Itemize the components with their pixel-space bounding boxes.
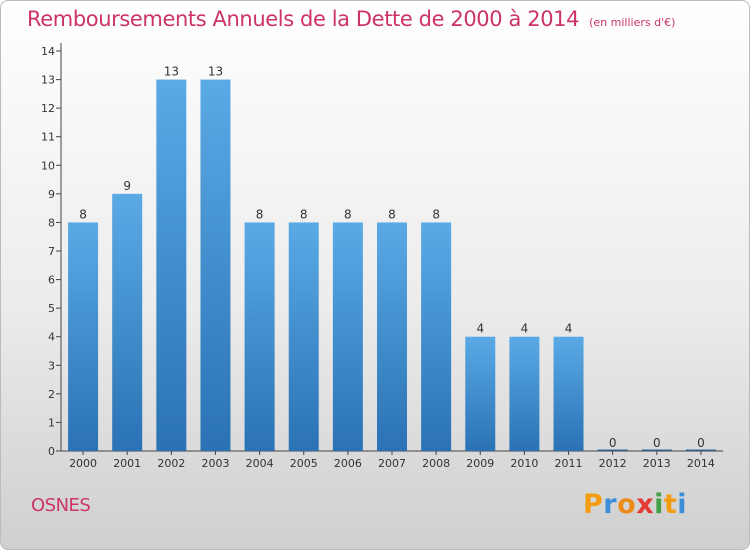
bar [68,222,99,451]
data-label: 4 [476,322,484,336]
data-label: 9 [123,179,131,193]
data-label: 13 [164,65,179,79]
x-tick-label: 2009 [466,457,494,470]
x-tick-label: 2000 [69,457,97,470]
y-tick-label: 7 [48,245,55,258]
x-tick-label: 2001 [113,457,141,470]
bar [156,79,187,452]
y-tick-label: 5 [48,302,55,315]
data-label: 8 [256,207,264,221]
bar [509,336,540,451]
data-label: 4 [521,322,529,336]
data-label: 8 [388,207,396,221]
y-tick-label: 3 [48,359,55,372]
x-tick-label: 2005 [290,457,318,470]
y-tick-label: 12 [41,102,55,115]
bar [200,79,231,452]
y-tick-label: 4 [48,331,55,344]
x-tick-label: 2003 [201,457,229,470]
y-tick-label: 1 [48,416,55,429]
data-label: 8 [344,207,352,221]
x-tick-label: 2007 [378,457,406,470]
data-label: 4 [565,322,573,336]
data-label: 13 [208,65,223,79]
y-tick-label: 9 [48,188,55,201]
data-label: 8 [300,207,308,221]
x-tick-label: 2010 [510,457,538,470]
bar [332,222,363,451]
bar [553,336,584,451]
bar [421,222,452,451]
y-tick-label: 11 [41,131,55,144]
bar [244,222,275,451]
bar [377,222,407,451]
chart-title-text: Remboursements Annuels de la Dette de 20… [27,7,580,31]
x-tick-label: 2014 [687,457,715,470]
bar [465,336,496,451]
x-tick-label: 2006 [334,457,362,470]
data-label: 8 [79,207,87,221]
chart-marks: 0123456789101112131482000920011320021320… [41,43,723,470]
chart-subtitle: (en milliers d'€) [589,16,676,29]
x-tick-label: 2013 [643,457,671,470]
x-tick-label: 2004 [246,457,274,470]
data-label: 8 [432,207,440,221]
bar [112,193,143,451]
x-tick-label: 2008 [422,457,450,470]
x-tick-label: 2012 [599,457,627,470]
x-tick-label: 2002 [157,457,185,470]
data-label: 0 [653,436,661,450]
proxiti-logo: Proxiti [583,489,688,520]
y-tick-label: 10 [41,159,55,172]
y-tick-label: 14 [41,45,55,58]
bar [288,222,319,451]
data-label: 0 [697,436,705,450]
y-tick-label: 8 [48,216,55,229]
y-tick-label: 13 [41,74,55,87]
y-tick-label: 0 [48,445,55,458]
y-tick-label: 2 [48,388,55,401]
data-label: 0 [609,436,617,450]
chart-title: Remboursements Annuels de la Dette de 20… [27,7,675,31]
commune-name: OSNES [31,495,91,516]
x-tick-label: 2011 [555,457,583,470]
y-tick-label: 6 [48,274,55,287]
